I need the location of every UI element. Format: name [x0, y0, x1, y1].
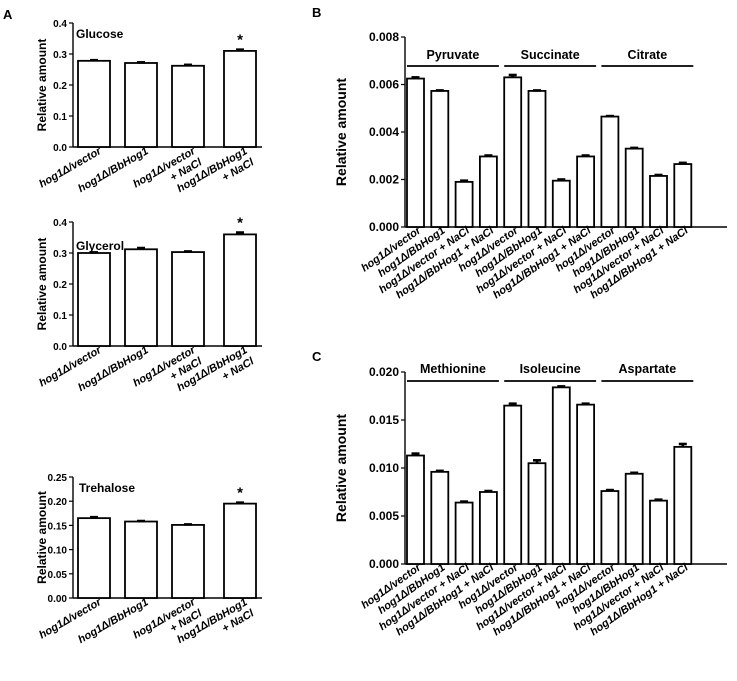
bar — [503, 76, 523, 228]
y-tick-label: 0.010 — [369, 461, 399, 475]
y-axis-label: Relative amount — [333, 78, 349, 186]
bar — [673, 445, 693, 565]
y-tick-label: 0.10 — [48, 546, 68, 557]
bar — [124, 520, 158, 599]
bar — [124, 62, 158, 148]
bar — [503, 404, 523, 565]
y-tick-label: 0.1 — [53, 311, 67, 322]
y-tick-label: 0.4 — [53, 19, 67, 30]
chart-c: 0.000 0.005 0.010 0.015 0.020 Relative amount… — [333, 362, 727, 638]
bar — [649, 175, 668, 228]
bar — [223, 233, 257, 347]
bar — [171, 64, 205, 148]
y-axis-label: Relative amount — [333, 414, 349, 522]
bar — [406, 454, 425, 565]
bar — [624, 147, 644, 228]
group-label: Pyruvate — [427, 48, 480, 62]
bar — [430, 90, 450, 228]
group-label: Aspartate — [619, 362, 677, 376]
y-tick-label: 0.008 — [369, 30, 399, 44]
y-tick-label: 0.4 — [53, 218, 67, 229]
y-tick-label: 0.015 — [369, 413, 399, 427]
y-tick-label: 0.25 — [48, 473, 68, 484]
bar — [171, 524, 205, 599]
bar — [77, 252, 111, 347]
bar — [624, 472, 644, 565]
y-tick-label: 0.3 — [53, 249, 67, 260]
significance-marker: * — [237, 32, 243, 49]
y-tick-label: 0.000 — [369, 220, 399, 234]
panel-letter-a: A — [3, 7, 13, 22]
chart-title: Glucose — [76, 27, 124, 41]
y-tick-label: 0.000 — [369, 557, 399, 571]
y-tick-label: 0.00 — [48, 594, 68, 605]
chart-title: Glycerol — [76, 239, 124, 253]
y-tick-label: 0.15 — [48, 521, 68, 532]
group-label: Citrate — [628, 48, 668, 62]
bar — [649, 499, 668, 565]
bar — [430, 470, 450, 565]
bar — [551, 179, 571, 228]
y-tick-label: 0.002 — [369, 173, 399, 187]
y-tick-label: 0.006 — [369, 78, 399, 92]
y-tick-label: 0.2 — [53, 280, 67, 291]
y-tick-label: 0.020 — [369, 365, 399, 379]
y-tick-label: 0.004 — [369, 125, 399, 139]
bar — [478, 491, 498, 565]
group-label: Methionine — [420, 362, 486, 376]
significance-marker: * — [237, 215, 243, 232]
bar — [124, 248, 158, 347]
bar — [223, 502, 257, 599]
chart-b: 0.000 0.002 0.004 0.006 0.008 Relative amount… — [333, 30, 727, 301]
bar — [77, 59, 111, 148]
bar — [527, 462, 547, 565]
y-axis-label: Relative amount — [35, 238, 49, 331]
bar — [223, 50, 257, 148]
y-tick-label: 0.05 — [48, 570, 68, 581]
bar — [576, 155, 595, 228]
y-axis-label: Relative amount — [35, 39, 49, 132]
y-tick-label: 0.2 — [53, 81, 67, 92]
bar — [673, 163, 693, 228]
y-tick-label: 0.1 — [53, 112, 67, 123]
group-label: Isoleucine — [520, 362, 581, 376]
bar — [406, 77, 425, 228]
bar — [454, 180, 474, 228]
panel-letter-c: C — [312, 349, 322, 364]
bar — [600, 115, 620, 228]
y-tick-label: 0.005 — [369, 509, 399, 523]
chart-a3: 0.00 0.05 0.10 0.15 0.20 0.25 Relative amount T… — [35, 473, 262, 646]
bar — [77, 517, 111, 599]
chart-title: Trehalose — [79, 481, 135, 495]
bar — [171, 251, 205, 347]
y-axis-label: Relative amount — [35, 491, 49, 584]
y-tick-label: 0.3 — [53, 50, 67, 61]
bar — [454, 501, 474, 565]
y-tick-label: 0.0 — [53, 143, 67, 154]
bar — [478, 155, 498, 228]
bar — [600, 490, 620, 565]
y-tick-label: 0.20 — [48, 497, 68, 508]
bar — [551, 386, 571, 565]
panel-letter-b: B — [312, 5, 321, 20]
bar — [527, 90, 547, 228]
significance-marker: * — [237, 485, 243, 502]
bar — [576, 403, 595, 565]
group-label: Succinate — [521, 48, 580, 62]
y-tick-label: 0.0 — [53, 342, 67, 353]
